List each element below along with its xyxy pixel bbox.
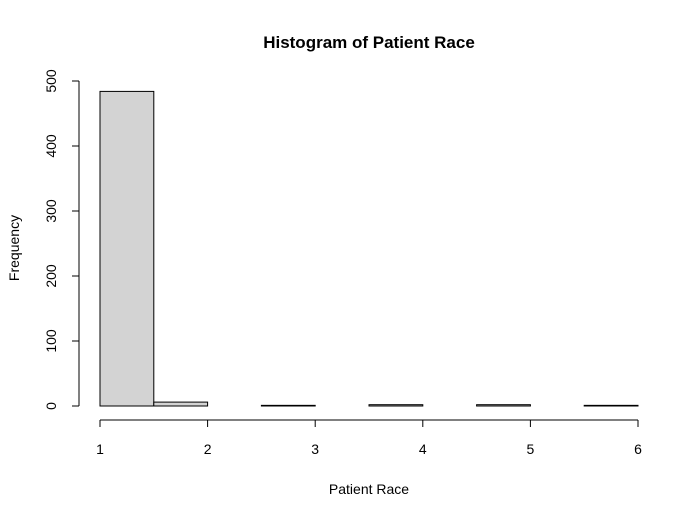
x-axis: 1 2 3 4 5 6 xyxy=(96,419,642,457)
y-tick-label-0: 0 xyxy=(43,402,59,410)
histogram-bar-0 xyxy=(99,90,155,407)
histogram-bar-5 xyxy=(368,404,424,407)
histogram-bar-3 xyxy=(260,404,316,407)
y-tick-label-5: 500 xyxy=(43,69,59,93)
x-tick-label-4: 5 xyxy=(527,441,535,457)
bars-group xyxy=(99,90,639,407)
y-tick-label-4: 400 xyxy=(43,134,59,158)
x-tick-label-0: 1 xyxy=(96,441,104,457)
x-tick-label-5: 6 xyxy=(634,441,642,457)
x-tick-label-1: 2 xyxy=(204,441,212,457)
x-axis-label: Patient Race xyxy=(329,481,409,497)
y-tick-label-2: 200 xyxy=(43,264,59,288)
histogram-bar-9 xyxy=(583,404,639,407)
histogram-bar-1 xyxy=(153,401,209,407)
chart-title: Histogram of Patient Race xyxy=(263,33,475,52)
y-axis: 0 100 200 300 400 500 xyxy=(43,69,80,410)
x-tick-label-3: 4 xyxy=(419,441,427,457)
y-axis-label: Frequency xyxy=(6,215,22,281)
histogram-bar-7 xyxy=(476,404,531,407)
y-tick-label-3: 300 xyxy=(43,199,59,223)
x-tick-label-2: 3 xyxy=(311,441,319,457)
y-tick-label-1: 100 xyxy=(43,329,59,353)
